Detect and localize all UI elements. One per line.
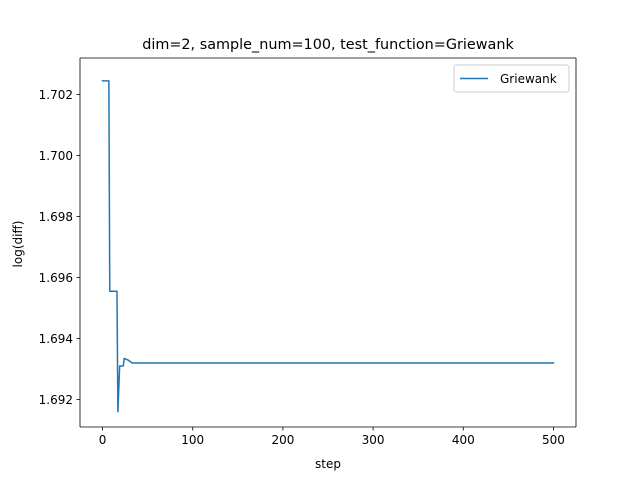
plot-area: 0 100 200 300 400 500 1.692 1.694 1.696 1.698 1.70…: [39, 57, 577, 447]
x-axis-label: step: [315, 457, 341, 471]
y-tick-label: 1.696: [39, 271, 73, 285]
y-tick-label: 1.694: [39, 332, 73, 346]
x-tick-label: 400: [452, 433, 475, 447]
series-line-griewank: [101, 80, 555, 413]
y-tick-label: 1.692: [39, 393, 73, 407]
legend: Griewank: [453, 64, 570, 93]
legend-frame: [453, 64, 570, 93]
y-tick-label: 1.698: [39, 210, 73, 224]
y-axis-label: log(diff): [11, 221, 25, 268]
x-tick-label: 300: [362, 433, 385, 447]
legend-label: Griewank: [500, 72, 557, 86]
chart-title: dim=2, sample_num=100, test_function=Gri…: [142, 37, 514, 53]
y-tick-label: 1.702: [39, 88, 73, 102]
x-tick-label: 200: [271, 433, 294, 447]
x-tick-label: 100: [181, 433, 204, 447]
x-tick-label: 0: [99, 433, 107, 447]
y-tick-label: 1.700: [39, 149, 73, 163]
x-tick-label: 500: [542, 433, 565, 447]
